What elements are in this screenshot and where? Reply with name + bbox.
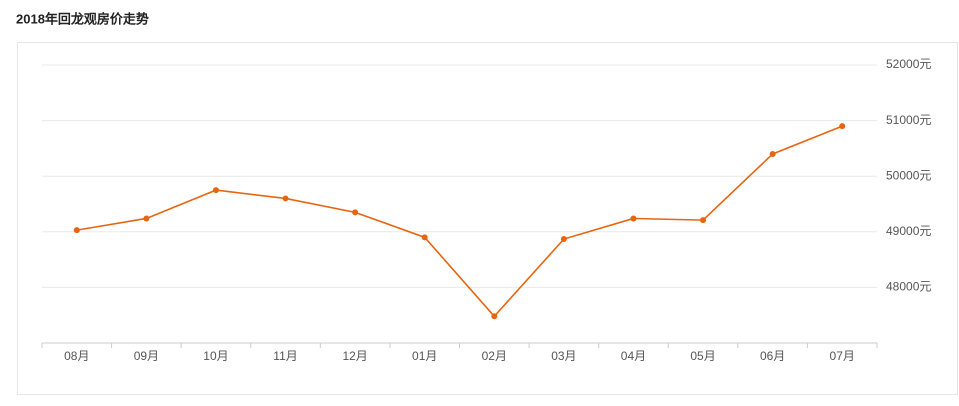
x-tick-label: 01月	[412, 349, 437, 363]
line	[76, 125, 843, 318]
y-tick-label: 51000元	[886, 113, 931, 127]
point	[143, 215, 150, 222]
x-tick-label: 03月	[551, 349, 576, 363]
x-tick-label: 11月	[273, 349, 297, 363]
chart-title: 2018年回龙观房价走势	[16, 11, 149, 26]
x-tick-label: 04月	[621, 349, 646, 363]
y-tick-label: 49000元	[886, 224, 931, 238]
y-tick-label: 52000元	[886, 57, 931, 71]
point	[700, 217, 707, 224]
x-tick-label: 10月	[203, 349, 228, 363]
point	[491, 313, 498, 320]
point	[769, 150, 776, 157]
point	[560, 236, 567, 243]
y-tick-label: 50000元	[886, 168, 931, 182]
x-tick-label: 08月	[64, 349, 89, 363]
point	[839, 123, 846, 130]
panel	[17, 42, 958, 395]
point	[212, 187, 219, 194]
x-tick-label: 09月	[134, 349, 159, 363]
point	[282, 195, 289, 202]
x-tick-label: 06月	[760, 349, 785, 363]
x-tick-label: 05月	[690, 349, 715, 363]
point	[630, 215, 637, 222]
point	[352, 209, 359, 216]
point	[421, 234, 428, 241]
point	[73, 227, 80, 234]
y-tick-label: 48000元	[886, 280, 931, 294]
x-tick-label: 07月	[830, 349, 855, 363]
x-tick-label: 02月	[482, 349, 507, 363]
x-tick-label: 12月	[342, 349, 367, 363]
